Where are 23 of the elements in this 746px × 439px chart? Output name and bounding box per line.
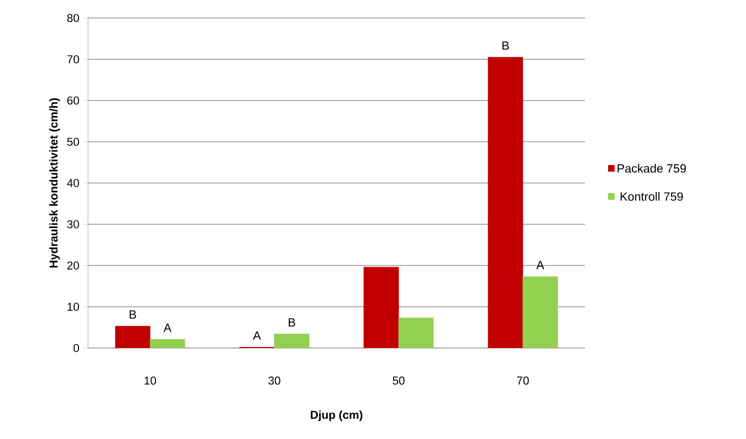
y-tick-label: 30 xyxy=(67,220,80,228)
legend-label: Kontroll 759 xyxy=(620,192,683,201)
y-tick-label: 80 xyxy=(67,14,80,22)
annotation: A xyxy=(164,324,172,332)
annotation: B xyxy=(288,318,296,326)
x-axis-title: Djup (cm) xyxy=(310,410,362,422)
y-axis-title: Hydraulisk konduktivitet (cm/h) xyxy=(49,98,60,268)
y-tick-label: 40 xyxy=(67,178,80,188)
annotation: B xyxy=(130,310,136,319)
legend-label: Packade 759 xyxy=(618,164,686,173)
y-tick-label: 50 xyxy=(67,138,80,146)
x-tick-label: 30 xyxy=(268,376,280,385)
x-tick-label: 50 xyxy=(392,376,405,385)
y-tick-label: 70 xyxy=(67,55,80,64)
y-tick-label: 0 xyxy=(74,344,80,352)
annotation: A xyxy=(253,331,261,340)
y-tick-label: 20 xyxy=(67,261,80,270)
y-tick-label: 60 xyxy=(67,96,80,105)
annotation: A xyxy=(536,260,544,270)
annotation: B xyxy=(502,41,509,50)
x-tick-label: 70 xyxy=(517,376,529,385)
x-tick-label: 10 xyxy=(144,376,156,385)
y-tick-label: 10 xyxy=(68,302,80,311)
